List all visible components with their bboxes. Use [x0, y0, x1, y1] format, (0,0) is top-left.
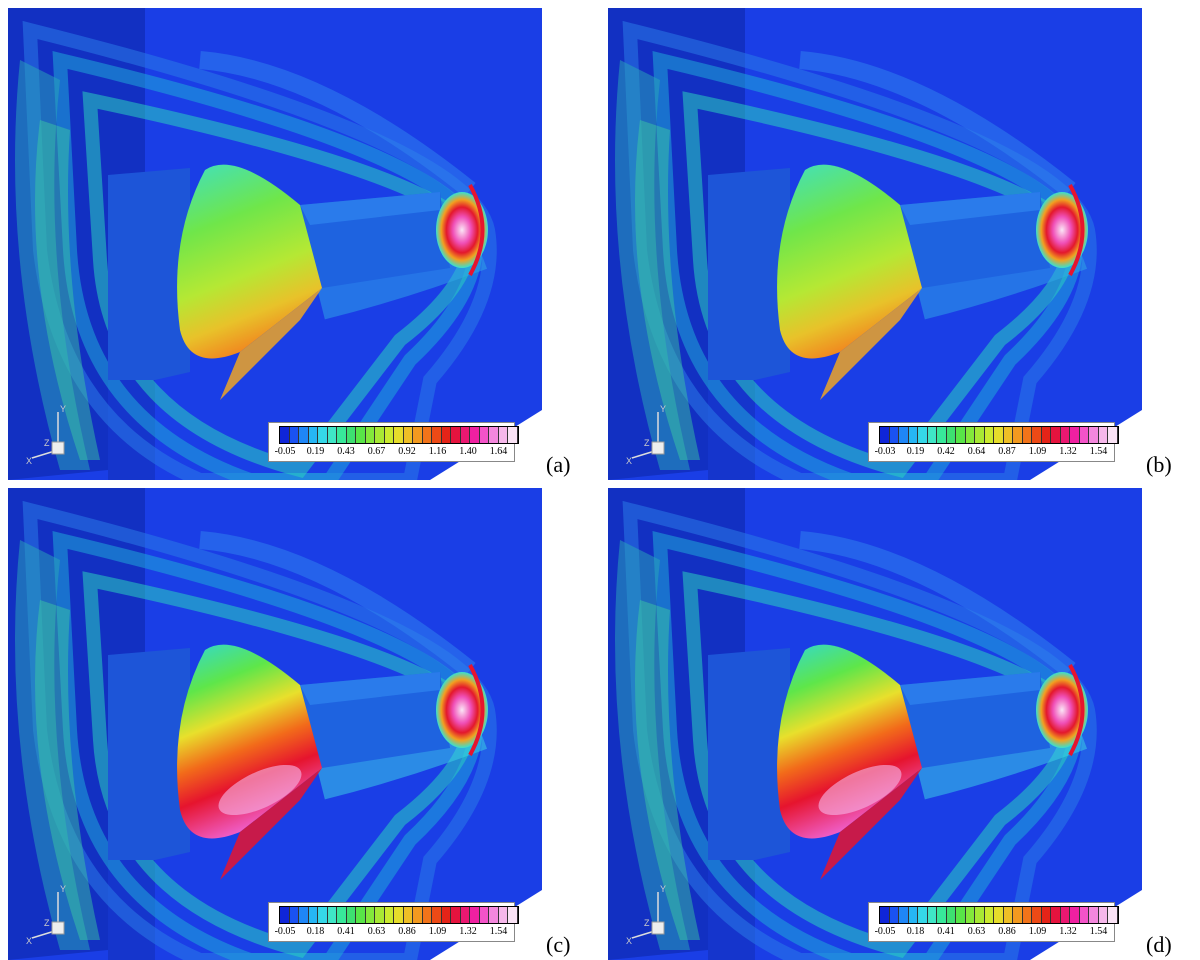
contour-panel-a: Y Z X -0.05 0.19 0.43 0.67 0.92 1.16 1.40 1.64 (a): [0, 0, 600, 480]
body-base-cylinder: [708, 168, 790, 380]
colorbar-tick-label: -0.05: [274, 926, 296, 937]
flare-surface: [177, 164, 324, 359]
panel-label: (c): [546, 932, 571, 957]
colorbar-swatches: [279, 906, 519, 924]
colorbar-tick-label: 0.18: [906, 926, 925, 937]
body-base-cylinder: [108, 648, 190, 860]
colorbar-tick-label: -0.05: [874, 926, 896, 937]
body-base-cylinder: [108, 168, 190, 380]
shock-band: [622, 500, 1097, 960]
nose-stagnation-region: [1036, 672, 1088, 748]
svg-text:Z: Z: [644, 918, 650, 928]
shock-band: [622, 20, 1097, 480]
flow-field-svg: Y Z X: [0, 0, 600, 480]
colorbar-tick-label: 0.63: [367, 926, 386, 937]
panel-label: (b): [1146, 452, 1172, 477]
svg-text:Y: Y: [60, 404, 66, 414]
axis-triad: Y Z X: [626, 404, 666, 466]
body-base-cylinder: [708, 648, 790, 860]
colorbar-tick-label: 0.86: [398, 926, 416, 937]
colorbar-tick-label: 1.09: [1028, 926, 1047, 937]
svg-text:Y: Y: [660, 404, 666, 414]
nose-stagnation-region: [1036, 192, 1088, 268]
colorbar-swatches: [879, 426, 1119, 444]
shock-band: [52, 531, 484, 960]
colorbar-tick-label: -0.05: [274, 446, 296, 457]
colorbar-tick-label: 1.09: [1028, 446, 1047, 457]
colorbar-tick-label: 0.87: [998, 446, 1016, 457]
contour-panel-c: Y Z X -0.05 0.18 0.41 0.63 0.86 1.09 1.32 1.54 (c): [0, 480, 600, 960]
svg-text:Z: Z: [44, 918, 50, 928]
colorbar-tick-label: 0.63: [967, 926, 986, 937]
colorbar-tick-label: 0.18: [306, 926, 325, 937]
colorbar-tick-label: 1.54: [1089, 926, 1108, 937]
colorbar-tick-label: 0.19: [306, 446, 325, 457]
colorbar-legend: -0.05 0.18 0.41 0.63 0.86 1.09 1.32 1.54: [868, 902, 1119, 942]
svg-text:X: X: [26, 456, 32, 466]
flare-surface: [777, 164, 924, 359]
axis-triad: Y Z X: [26, 884, 66, 946]
colorbar-swatches: [879, 906, 1119, 924]
shock-band: [22, 20, 497, 480]
colorbar-tick-label: 1.32: [1059, 926, 1077, 937]
colorbar-swatches: [279, 426, 519, 444]
svg-text:Y: Y: [60, 884, 66, 894]
axis-triad: Y Z X: [26, 404, 66, 466]
nose-stagnation-region: [436, 192, 488, 268]
contour-panel-d: Y Z X -0.05 0.18 0.41 0.63 0.86 1.09 1.32 1.54 (d): [600, 480, 1200, 960]
flow-field-svg: Y Z X: [0, 480, 600, 960]
colorbar-legend: -0.05 0.19 0.43 0.67 0.92 1.16 1.40 1.64: [268, 422, 519, 462]
axis-triad: Y Z X: [626, 884, 666, 946]
colorbar-tick-label: 1.54: [1089, 446, 1108, 457]
colorbar-tick-label: 0.64: [967, 446, 986, 457]
svg-text:Z: Z: [644, 438, 650, 448]
shock-band: [52, 51, 484, 480]
colorbar-tick-label: -0.03: [874, 446, 896, 457]
colorbar-tick-label: 0.43: [337, 446, 355, 457]
shock-band: [22, 500, 497, 960]
colorbar-tick-label: 0.92: [398, 446, 416, 457]
svg-text:Y: Y: [660, 884, 666, 894]
colorbar-legend: -0.05 0.18 0.41 0.63 0.86 1.09 1.32 1.54: [268, 902, 519, 942]
shock-band: [652, 51, 1084, 480]
nose-stagnation-region: [436, 672, 488, 748]
svg-text:X: X: [26, 936, 32, 946]
colorbar-tick-label: 0.41: [337, 926, 355, 937]
svg-text:X: X: [626, 456, 632, 466]
colorbar-tick-label: 1.54: [489, 926, 508, 937]
panel-label: (d): [1146, 932, 1172, 957]
colorbar-tick-label: 1.40: [459, 446, 477, 457]
colorbar-tick-label: 0.41: [937, 926, 955, 937]
flow-field-svg: Y Z X: [600, 480, 1200, 960]
svg-text:Z: Z: [44, 438, 50, 448]
contour-panel-b: Y Z X -0.03 0.19 0.42 0.64 0.87 1.09 1.32 1.54 (b): [600, 0, 1200, 480]
colorbar-tick-label: 1.16: [428, 446, 447, 457]
colorbar-tick-label: 1.32: [459, 926, 477, 937]
shock-band: [652, 531, 1084, 960]
colorbar-tick-label: 0.67: [367, 446, 386, 457]
colorbar-tick-label: 0.86: [998, 926, 1016, 937]
flow-field-svg: Y Z X: [600, 0, 1200, 480]
colorbar-legend: -0.03 0.19 0.42 0.64 0.87 1.09 1.32 1.54: [868, 422, 1119, 462]
panel-label: (a): [546, 452, 571, 477]
svg-text:X: X: [626, 936, 632, 946]
colorbar-tick-label: 0.42: [937, 446, 955, 457]
colorbar-tick-label: 1.64: [489, 446, 508, 457]
colorbar-tick-label: 1.32: [1059, 446, 1077, 457]
colorbar-tick-label: 0.19: [906, 446, 925, 457]
colorbar-tick-label: 1.09: [428, 926, 447, 937]
